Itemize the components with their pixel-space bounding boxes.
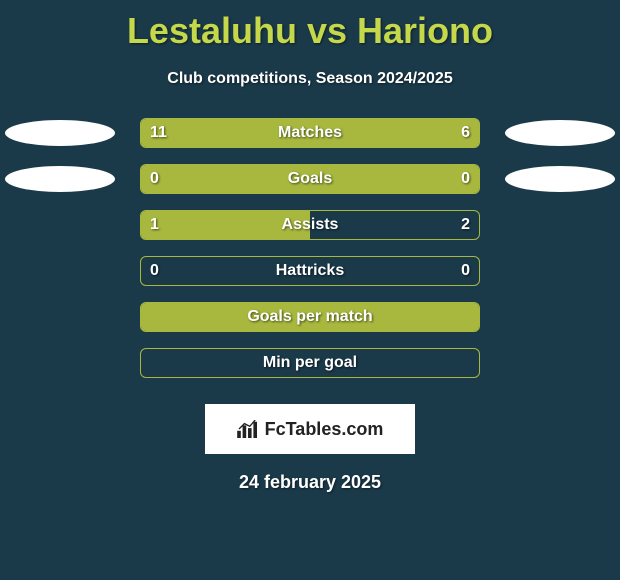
chart-icon: [237, 420, 259, 438]
player-marker-left: [5, 120, 115, 146]
player-marker-right: [505, 166, 615, 192]
footer-date: 24 february 2025: [0, 472, 620, 493]
stat-row: Assists12: [0, 210, 620, 256]
stat-row: Matches116: [0, 118, 620, 164]
stat-bar-track: [140, 164, 480, 194]
vs-label: vs: [307, 10, 347, 51]
stat-row: Goals00: [0, 164, 620, 210]
stat-bar-track: [140, 302, 480, 332]
player-marker-left: [5, 166, 115, 192]
stat-bar-track: [140, 348, 480, 378]
badge-text: FcTables.com: [265, 419, 384, 440]
stat-bar-right-fill: [295, 119, 479, 147]
stat-bar-left-fill: [141, 165, 479, 193]
stat-row: Goals per match: [0, 302, 620, 348]
stats-rows-container: Matches116Goals00Assists12Hattricks00Goa…: [0, 118, 620, 394]
player-right-name: Hariono: [357, 10, 493, 51]
stat-bar-left-fill: [141, 303, 479, 331]
player-marker-right: [505, 120, 615, 146]
player-left-name: Lestaluhu: [127, 10, 297, 51]
source-badge: FcTables.com: [205, 404, 415, 454]
stat-bar-left-fill: [141, 211, 310, 239]
stat-row: Min per goal: [0, 348, 620, 394]
stat-bar-track: [140, 118, 480, 148]
stat-bar-track: [140, 210, 480, 240]
stat-bar-track: [140, 256, 480, 286]
comparison-title: Lestaluhu vs Hariono: [0, 0, 620, 52]
stat-row: Hattricks00: [0, 256, 620, 302]
season-subtitle: Club competitions, Season 2024/2025: [0, 70, 620, 88]
